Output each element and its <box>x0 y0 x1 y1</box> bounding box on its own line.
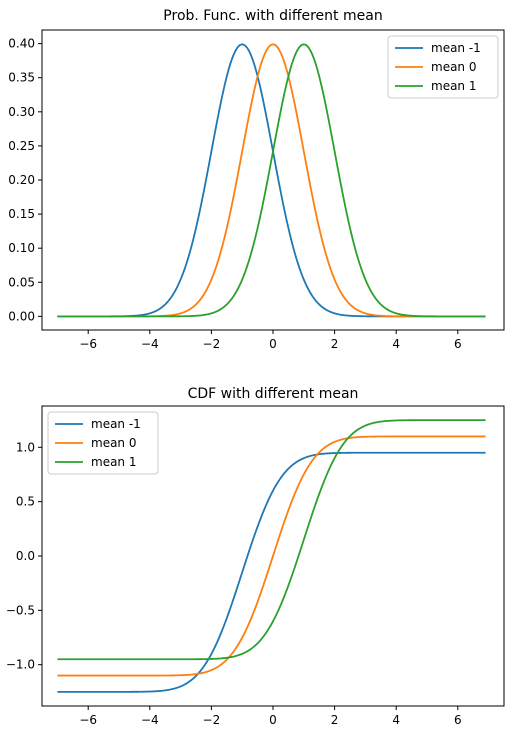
y-axis: −1.0 −0.5 0.0 0.5 1.0 <box>6 440 42 672</box>
y-tick-label: 0.20 <box>8 173 35 187</box>
axes-frame <box>41 29 505 331</box>
legend: mean -1 mean 0 mean 1 <box>47 411 159 475</box>
plot-area <box>57 419 486 693</box>
x-tick-label: 0 <box>269 337 277 351</box>
plot-area <box>57 43 486 318</box>
legend-label: mean 0 <box>431 60 476 74</box>
y-tick-label: 0.0 <box>16 549 35 563</box>
y-tick-label: 0.35 <box>8 71 35 85</box>
axes-frame <box>41 405 505 707</box>
y-tick-label: 0.30 <box>8 105 35 119</box>
x-axis: −6 −4 −2 0 2 4 6 <box>79 330 462 351</box>
series-line-2 <box>57 43 486 318</box>
y-tick-label: −1.0 <box>6 658 35 672</box>
x-tick-label: 6 <box>454 713 462 727</box>
legend-label: mean -1 <box>431 41 481 55</box>
legend-label: mean 1 <box>91 455 136 469</box>
x-tick-label: 4 <box>392 713 400 727</box>
x-tick-label: −6 <box>79 713 97 727</box>
y-tick-label: 1.0 <box>16 440 35 454</box>
x-tick-label: −2 <box>203 337 221 351</box>
legend-label: mean 1 <box>431 79 476 93</box>
y-tick-label: −0.5 <box>6 603 35 617</box>
y-tick-label: 0.40 <box>8 37 35 51</box>
y-tick-label: 0.00 <box>8 309 35 323</box>
x-axis: −6 −4 −2 0 2 4 6 <box>79 706 462 727</box>
pdf-chart: Prob. Func. with different mean −6 −4 −2 0 2… <box>8 8 505 351</box>
x-tick-label: 4 <box>392 337 400 351</box>
x-tick-label: −4 <box>141 337 159 351</box>
x-tick-label: 0 <box>269 713 277 727</box>
legend: mean -1 mean 0 mean 1 <box>387 35 499 99</box>
x-tick-label: 2 <box>331 337 339 351</box>
cdf-chart: CDF with different mean −6 −4 −2 0 2 4 6 −1.0−… <box>6 386 505 727</box>
chart-title: CDF with different mean <box>188 386 359 402</box>
series-line-2 <box>57 419 486 661</box>
y-tick-label: 0.10 <box>8 241 35 255</box>
legend-box <box>47 411 159 475</box>
y-tick-label: 0.5 <box>16 495 35 509</box>
chart-title: Prob. Func. with different mean <box>163 8 382 24</box>
y-axis: 0.00 0.05 0.10 0.15 0.20 0.25 0.30 0.35 0.40 <box>8 37 42 323</box>
y-tick-label: 0.15 <box>8 207 35 221</box>
y-tick-label: 0.05 <box>8 275 35 289</box>
x-tick-label: −6 <box>79 337 97 351</box>
legend-label: mean 0 <box>91 436 136 450</box>
x-tick-label: −2 <box>203 713 221 727</box>
series-line-1 <box>57 435 486 677</box>
series-line-0 <box>57 451 486 693</box>
y-tick-label: 0.25 <box>8 139 35 153</box>
legend-label: mean -1 <box>91 417 141 431</box>
legend-box <box>387 35 499 99</box>
x-tick-label: 6 <box>454 337 462 351</box>
x-tick-label: −4 <box>141 713 159 727</box>
x-tick-label: 2 <box>331 713 339 727</box>
